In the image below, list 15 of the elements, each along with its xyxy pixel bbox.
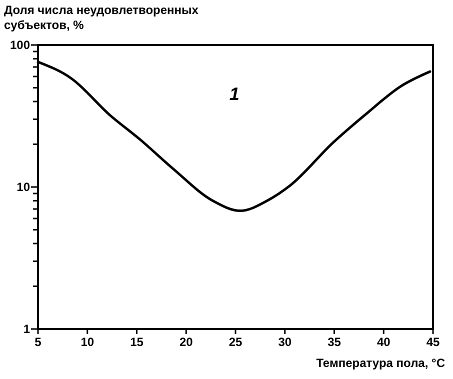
x-tick-label: 45 xyxy=(426,335,440,349)
x-tick-label: 35 xyxy=(328,335,342,349)
x-tick-label: 10 xyxy=(80,335,94,349)
y-tick-label: 10 xyxy=(16,180,30,194)
y-tick-label: 100 xyxy=(10,38,30,52)
x-tick-label: 20 xyxy=(179,335,194,349)
y-axis-title: Доля числа неудовлетворенных субъектов, % xyxy=(4,3,199,32)
x-tick-label: 40 xyxy=(376,335,391,349)
y-tick-label: 1 xyxy=(23,322,30,336)
x-tick-label: 25 xyxy=(228,335,242,349)
x-tick-label: 30 xyxy=(278,335,292,349)
x-axis-title: Температура пола, °С xyxy=(316,356,446,370)
text: 1 xyxy=(229,84,240,104)
x-tick-label: 15 xyxy=(130,335,144,349)
x-tick-label: 5 xyxy=(34,335,42,349)
